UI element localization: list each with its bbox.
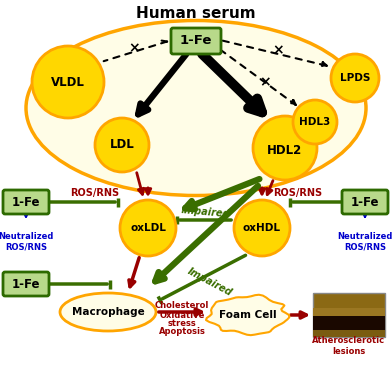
- Text: oxHDL: oxHDL: [243, 223, 281, 233]
- Text: ROS/RNS: ROS/RNS: [274, 188, 323, 198]
- Text: Neutralized
ROS/RNS: Neutralized ROS/RNS: [337, 232, 392, 251]
- Bar: [313, 308, 385, 316]
- Text: HDL3: HDL3: [299, 117, 330, 127]
- Circle shape: [234, 200, 290, 256]
- Text: Oxidative: Oxidative: [159, 311, 205, 319]
- Circle shape: [32, 46, 104, 118]
- Circle shape: [253, 116, 317, 180]
- Ellipse shape: [60, 293, 156, 331]
- Circle shape: [293, 100, 337, 144]
- FancyBboxPatch shape: [3, 190, 49, 214]
- Text: Atherosclerotic
lesions: Atherosclerotic lesions: [312, 336, 386, 356]
- Text: ROS/RNS: ROS/RNS: [71, 188, 120, 198]
- Circle shape: [95, 118, 149, 172]
- Text: Apoptosis: Apoptosis: [158, 327, 205, 335]
- Text: Foam Cell: Foam Cell: [219, 310, 277, 320]
- Ellipse shape: [26, 20, 366, 196]
- Text: Cholesterol: Cholesterol: [155, 300, 209, 310]
- Text: 1-Fe: 1-Fe: [180, 35, 212, 47]
- FancyBboxPatch shape: [342, 190, 388, 214]
- Text: Human serum: Human serum: [136, 7, 256, 22]
- Text: 1-Fe: 1-Fe: [12, 196, 40, 208]
- Text: LPDS: LPDS: [340, 73, 370, 83]
- Bar: [313, 293, 385, 337]
- Text: oxLDL: oxLDL: [130, 223, 166, 233]
- Ellipse shape: [209, 296, 287, 334]
- FancyBboxPatch shape: [171, 28, 221, 54]
- Text: Neutralized
ROS/RNS: Neutralized ROS/RNS: [0, 232, 54, 251]
- Text: Macrophage: Macrophage: [72, 307, 144, 317]
- Text: ×: ×: [128, 41, 140, 55]
- Text: ×: ×: [259, 75, 271, 89]
- Text: ×: ×: [272, 43, 284, 57]
- Circle shape: [120, 200, 176, 256]
- Text: Impaired: Impaired: [181, 205, 231, 219]
- FancyBboxPatch shape: [3, 272, 49, 296]
- Text: HDL2: HDL2: [267, 145, 303, 158]
- Text: 1-Fe: 1-Fe: [12, 277, 40, 291]
- Bar: [313, 316, 385, 330]
- Text: VLDL: VLDL: [51, 76, 85, 88]
- Text: Impaired: Impaired: [186, 266, 234, 298]
- Bar: [313, 330, 385, 337]
- Text: LDL: LDL: [110, 138, 134, 151]
- Circle shape: [331, 54, 379, 102]
- Text: 1-Fe: 1-Fe: [351, 196, 379, 208]
- Text: stress: stress: [168, 319, 196, 327]
